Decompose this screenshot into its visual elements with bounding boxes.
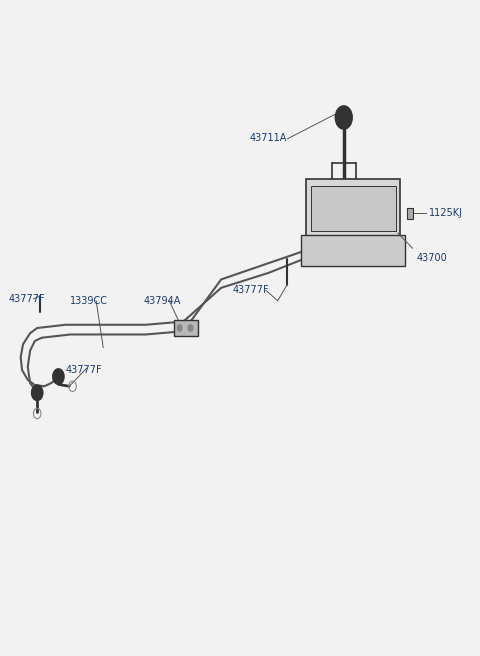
Circle shape bbox=[32, 385, 43, 401]
Text: 43777F: 43777F bbox=[233, 285, 270, 295]
FancyBboxPatch shape bbox=[408, 208, 413, 218]
Text: 1125KJ: 1125KJ bbox=[429, 209, 463, 218]
Text: 43711A: 43711A bbox=[250, 133, 287, 143]
FancyBboxPatch shape bbox=[301, 236, 405, 266]
Text: 43794A: 43794A bbox=[144, 296, 180, 306]
Text: 43777F: 43777F bbox=[65, 365, 102, 375]
FancyBboxPatch shape bbox=[174, 319, 198, 336]
FancyBboxPatch shape bbox=[311, 186, 396, 231]
Circle shape bbox=[177, 325, 182, 331]
FancyBboxPatch shape bbox=[306, 179, 400, 237]
Circle shape bbox=[53, 369, 64, 384]
Circle shape bbox=[335, 106, 352, 129]
Circle shape bbox=[188, 325, 193, 331]
Text: 43777F: 43777F bbox=[9, 294, 46, 304]
Text: 1339CC: 1339CC bbox=[70, 296, 108, 306]
Text: 43700: 43700 bbox=[417, 253, 448, 263]
